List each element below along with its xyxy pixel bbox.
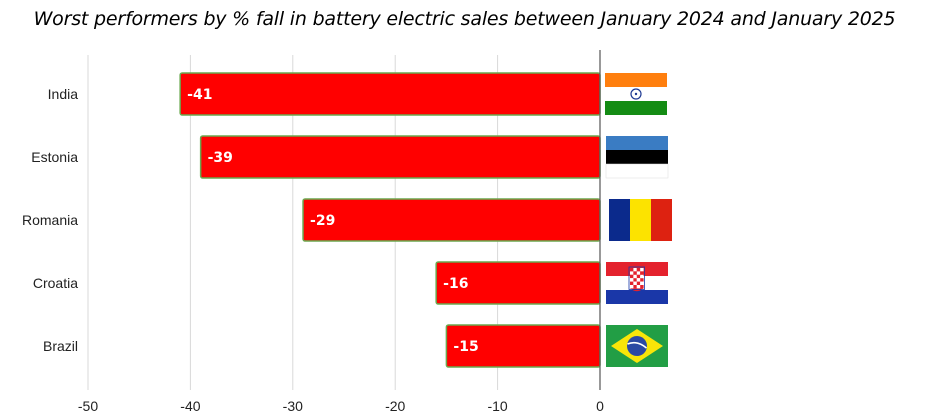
category-label: Croatia — [33, 275, 78, 291]
data-label: -39 — [208, 150, 233, 166]
category-label: Estonia — [31, 149, 78, 165]
bars: -41 -39 -29 -16 -15 — [179, 72, 601, 368]
x-tick-label: -10 — [487, 398, 507, 414]
x-tick-label: -30 — [283, 398, 303, 414]
data-label: -29 — [310, 213, 335, 229]
estonia-flag — [605, 136, 669, 179]
category-label: Brazil — [43, 338, 78, 354]
x-tick-label: -50 — [78, 398, 98, 414]
croatia-flag — [606, 262, 668, 304]
category-label: India — [48, 86, 79, 102]
bar-romania — [302, 198, 601, 242]
bar-estonia — [199, 135, 601, 179]
x-tick-label: -40 — [180, 398, 200, 414]
x-axis: -50 -40 -30 -20 -10 0 — [78, 50, 604, 414]
data-label: -41 — [187, 87, 212, 103]
chart-title: Worst performers by % fall in battery el… — [33, 8, 896, 30]
brazil-flag — [606, 325, 668, 367]
category-label: Romania — [22, 212, 78, 228]
bar-india — [179, 72, 601, 116]
x-tick-label: 0 — [596, 398, 604, 414]
x-tick-label: -20 — [385, 398, 405, 414]
india-flag — [605, 73, 667, 115]
data-label: -16 — [443, 276, 468, 292]
category-labels: India Estonia Romania Croatia Brazil — [22, 86, 78, 354]
romania-flag — [609, 199, 672, 241]
data-label: -15 — [453, 339, 478, 355]
flags — [605, 73, 672, 367]
